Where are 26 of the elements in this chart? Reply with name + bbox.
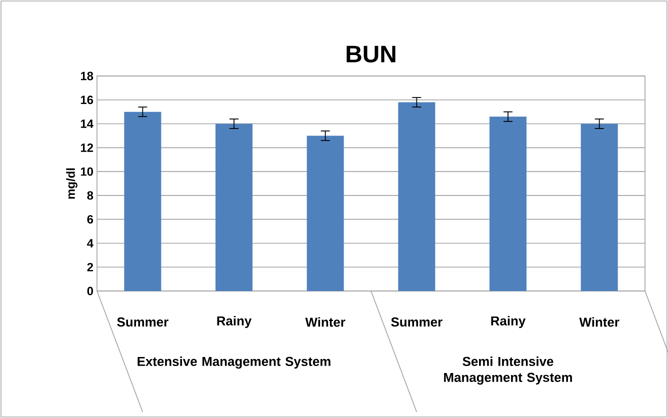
y-tick-label: 18 (80, 72, 94, 80)
bar (490, 116, 527, 291)
x-tick-label: Winter (579, 317, 620, 327)
y-tick-label: 0 (87, 286, 93, 296)
x-tick-label: Rainy (491, 316, 526, 328)
y-tick-label: 16 (80, 96, 94, 104)
bar (124, 112, 162, 291)
bar (216, 124, 253, 291)
text: Extensive Management System (138, 356, 330, 369)
bar (306, 136, 344, 291)
x-tick-label: Rainy (217, 316, 252, 328)
x-tick-label: Winter (305, 317, 346, 327)
x-tick-label: Summer (391, 317, 442, 327)
bar (580, 124, 618, 291)
y-tick-label: 6 (87, 215, 94, 224)
chart-title: BUN (346, 46, 396, 62)
text: Semi Intensive Management System (444, 356, 572, 385)
bar (398, 102, 436, 291)
y-tick-label: 2 (87, 262, 94, 272)
y-tick-label: 8 (87, 191, 94, 200)
y-tick-label: 12 (80, 143, 94, 152)
y-tick-label: 10 (80, 167, 93, 176)
y-axis-title: mg/dl (66, 168, 78, 199)
x-tick-label: Summer (117, 317, 168, 327)
y-tick-label: 14 (80, 120, 94, 128)
y-tick-label: 4 (87, 239, 94, 248)
